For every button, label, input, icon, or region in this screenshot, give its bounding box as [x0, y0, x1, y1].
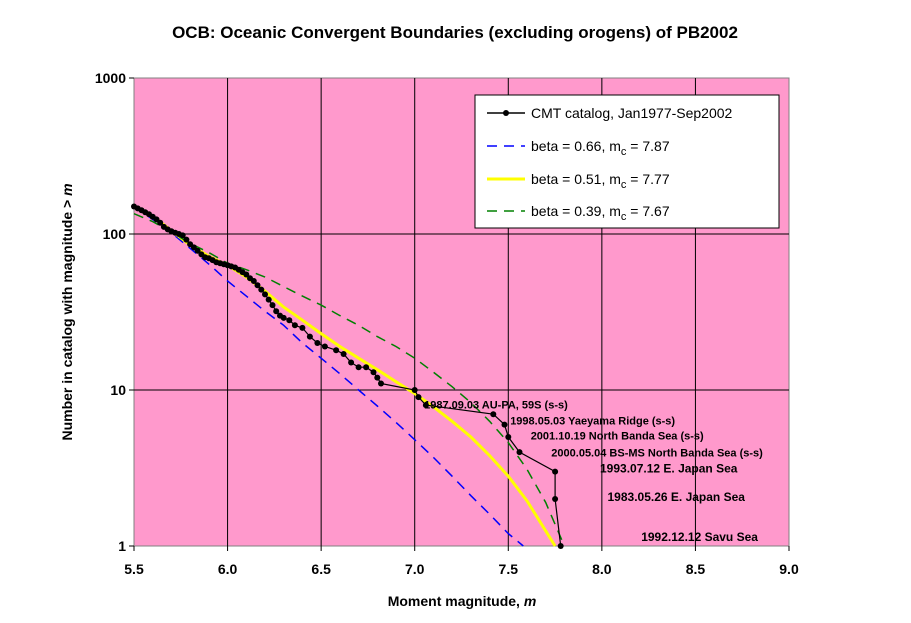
legend-label-beta039-text: beta = 0.39, m — [531, 203, 621, 219]
catalog-point — [280, 314, 287, 321]
x-axis-label: Moment magnitude, m — [388, 593, 537, 609]
legend-marker-catalog — [503, 110, 509, 116]
catalog-point — [314, 340, 321, 346]
y-tick-label: 100 — [103, 226, 127, 242]
x-tick-label: 6.0 — [218, 561, 238, 577]
legend: CMT catalog, Jan1977-Sep2002 beta = 0.66… — [474, 94, 780, 229]
x-axis-label-text: Moment magnitude, — [388, 593, 524, 609]
catalog-point — [269, 302, 276, 309]
legend-label-beta039-sub: c — [621, 211, 627, 223]
y-axis-label: Number in catalog with magnitude > m — [59, 183, 75, 440]
catalog-point — [552, 468, 559, 475]
catalog-point — [194, 247, 201, 254]
x-tick-label: 7.0 — [405, 561, 425, 577]
event-annotation: 1987.09.03 AU-PA, 59S (s-s) — [424, 400, 568, 412]
legend-label-beta066-tail: = 7.87 — [626, 138, 669, 154]
legend-label-beta051-tail: = 7.77 — [626, 171, 669, 187]
legend-label-beta039-tail: = 7.67 — [626, 203, 669, 219]
catalog-point — [286, 317, 293, 324]
y-tick-labels: 1 10 100 1000 — [95, 70, 126, 554]
event-annotation: 1993.07.12 E. Japan Sea — [600, 462, 738, 476]
legend-label-beta039: beta = 0.39, mc = 7.67 — [531, 203, 670, 223]
catalog-point — [250, 278, 257, 284]
x-tick-label: 8.5 — [686, 561, 706, 577]
catalog-point — [333, 347, 340, 354]
catalog-point — [355, 364, 362, 371]
catalog-point — [183, 236, 190, 243]
y-tick-label: 1000 — [95, 70, 126, 86]
event-annotation: 2001.10.19 North Banda Sea (s-s) — [531, 431, 704, 443]
x-tick-label: 8.0 — [592, 561, 612, 577]
y-tick-label: 1 — [118, 538, 126, 554]
legend-label-beta051-sub: c — [621, 179, 627, 191]
event-annotation: 1983.05.26 E. Japan Sea — [608, 490, 746, 504]
catalog-point — [179, 232, 186, 239]
catalog-point — [505, 434, 512, 440]
catalog-point — [552, 496, 559, 502]
catalog-point — [265, 296, 272, 303]
x-tick-label: 7.5 — [499, 561, 519, 577]
x-tick-labels: 5.5 6.0 6.5 7.0 7.5 8.0 8.5 9.0 — [124, 561, 799, 577]
catalog-point — [501, 421, 508, 428]
catalog-point — [254, 282, 261, 289]
annotations: 1987.09.03 AU-PA, 59S (s-s) 1998.05.03 Ya… — [424, 400, 763, 544]
legend-box — [474, 94, 780, 229]
series-line-1 — [133, 205, 524, 547]
catalog-point — [370, 369, 377, 376]
catalog-point — [363, 364, 370, 371]
catalog-point — [299, 324, 306, 331]
event-annotation: 2000.05.04 BS-MS North Banda Sea (s-s) — [551, 448, 763, 460]
legend-label-beta066-text: beta = 0.66, m — [531, 138, 621, 154]
legend-label-beta066: beta = 0.66, mc = 7.87 — [531, 138, 670, 158]
catalog-point — [516, 449, 523, 456]
catalog-point — [422, 402, 429, 409]
catalog-point — [291, 322, 298, 329]
event-annotation: 1992.12.12 Savu Sea — [641, 530, 758, 544]
catalog-point — [258, 286, 265, 293]
y-axis-label-var: m — [59, 183, 75, 195]
x-tick-label: 9.0 — [779, 561, 799, 577]
catalog-point — [415, 394, 422, 401]
chart-title: OCB: Oceanic Convergent Boundaries (excl… — [172, 23, 738, 42]
catalog-point — [243, 271, 250, 278]
catalog-point — [273, 308, 280, 315]
x-tick-label: 5.5 — [124, 561, 144, 577]
event-annotation: 1998.05.03 Yaeyama Ridge (s-s) — [510, 416, 675, 428]
legend-label-beta051-text: beta = 0.51, m — [531, 171, 621, 187]
y-axis-label-text: Number in catalog with magnitude > — [59, 196, 75, 441]
x-tick-label: 6.5 — [311, 561, 331, 577]
legend-label-catalog: CMT catalog, Jan1977-Sep2002 — [531, 105, 733, 121]
catalog-point — [490, 411, 497, 418]
x-axis-label-var: m — [524, 593, 536, 609]
catalog-point — [348, 359, 355, 366]
catalog-point — [157, 219, 164, 226]
catalog-point — [306, 333, 313, 340]
catalog-point — [262, 291, 268, 298]
catalog-point — [411, 387, 418, 393]
legend-label-beta051: beta = 0.51, mc = 7.77 — [531, 171, 670, 191]
catalog-point — [340, 351, 347, 357]
catalog-point — [557, 543, 564, 549]
y-tick-label: 10 — [110, 382, 126, 398]
series-layer — [131, 203, 566, 549]
legend-label-beta066-sub: c — [621, 146, 627, 158]
catalog-point — [321, 343, 328, 350]
catalog-point — [374, 374, 381, 381]
series-line-3 — [133, 213, 566, 547]
catalog-point — [378, 380, 384, 387]
